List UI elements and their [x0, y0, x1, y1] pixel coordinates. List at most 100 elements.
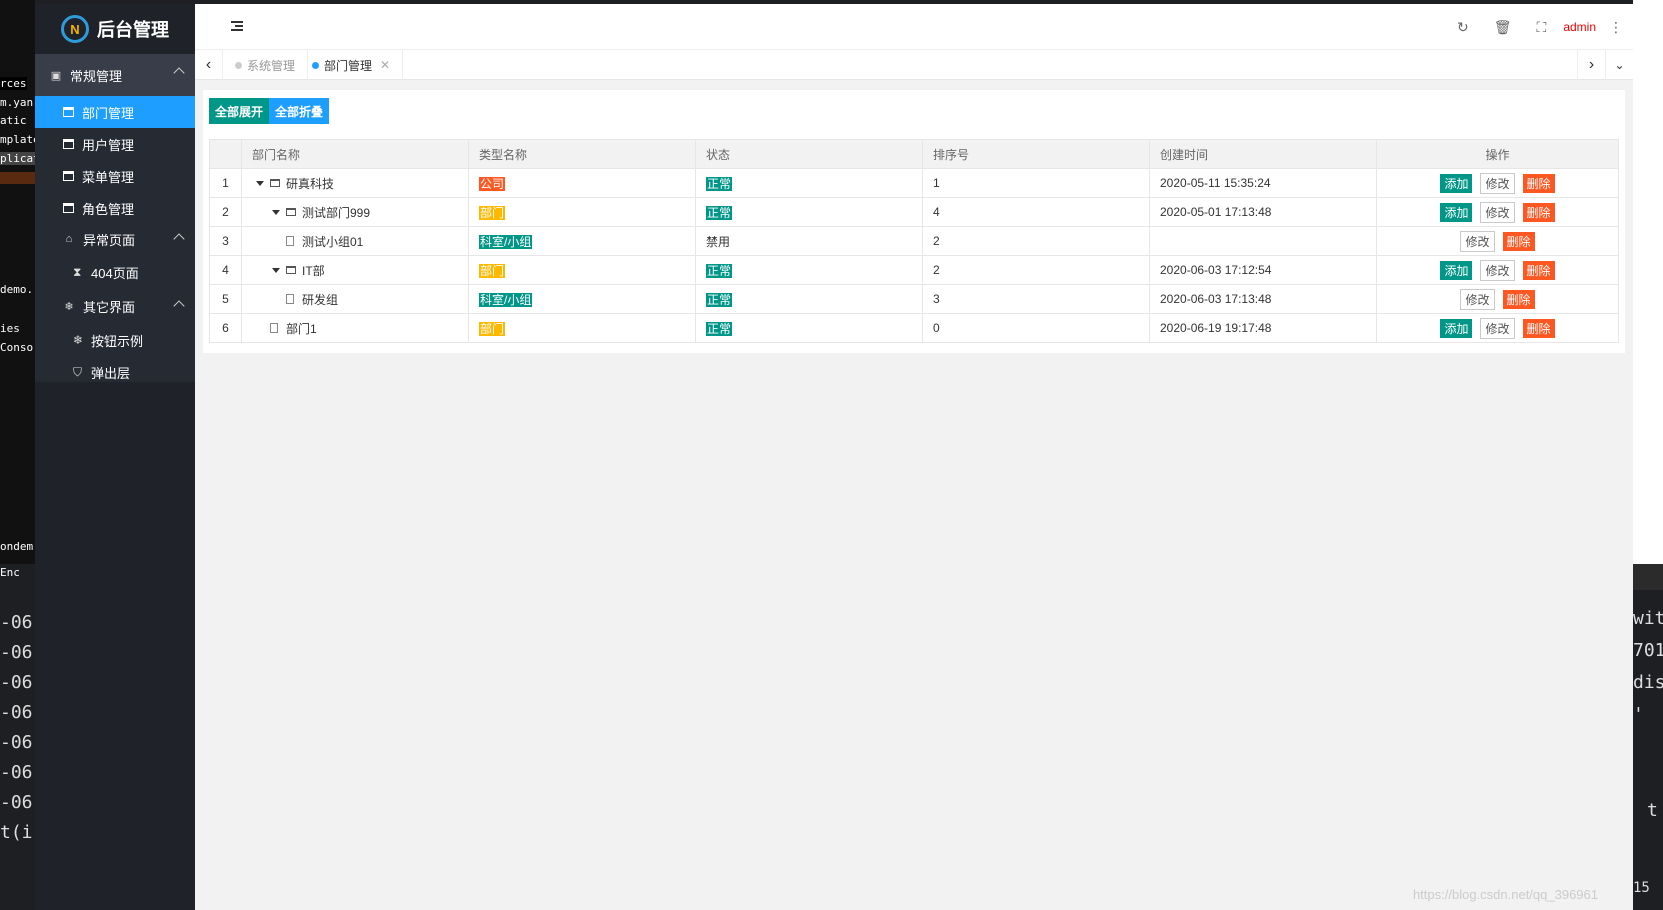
order-cell: 2: [922, 255, 1150, 285]
dept-name-cell: 测试部门999: [241, 197, 469, 227]
sidebar-item-label: 弹出层: [91, 365, 131, 381]
tabs-left-arrow-icon[interactable]: ‹: [195, 50, 223, 80]
edit-button[interactable]: 修改: [1460, 230, 1495, 252]
collapse-all-button[interactable]: 全部折叠: [269, 98, 330, 124]
dept-name-cell: 测试小组01: [241, 226, 469, 256]
file-icon: [286, 294, 294, 304]
logo-mark-icon: N: [61, 15, 89, 43]
menu-group-label: 常规管理: [70, 68, 123, 84]
order-cell: 0: [922, 313, 1150, 343]
chevron-up-icon: [173, 67, 185, 79]
table-row: 2 测试部门999 部门 正常 4 2020-05-01 17:13:48 添加…: [209, 197, 1619, 227]
tabs-dropdown-icon[interactable]: ⌄: [1605, 50, 1633, 80]
sidebar-item-department[interactable]: 部门管理: [35, 96, 195, 128]
caret-down-icon[interactable]: [272, 267, 280, 273]
menu-toggle-icon[interactable]: [231, 21, 243, 31]
edit-button[interactable]: 修改: [1480, 259, 1515, 281]
trash-icon[interactable]: 🗑: [1493, 18, 1512, 35]
type-tag: 部门: [479, 205, 506, 220]
type-tag: 科室/小组: [479, 234, 533, 249]
edit-button[interactable]: 修改: [1480, 172, 1515, 194]
add-button[interactable]: 添加: [1440, 260, 1473, 280]
tab-department-management[interactable]: 部门管理 ✕: [300, 50, 404, 80]
delete-button[interactable]: 删除: [1502, 289, 1535, 309]
delete-button[interactable]: 删除: [1502, 231, 1535, 251]
order-cell: 1: [922, 168, 1150, 198]
type-cell: 部门: [468, 255, 696, 285]
sidebar-item-roles[interactable]: 角色管理: [35, 192, 195, 224]
folder-icon: [270, 179, 280, 187]
status-cell: 正常: [695, 284, 923, 314]
edit-button[interactable]: 修改: [1480, 317, 1515, 339]
window-icon: [63, 139, 74, 149]
background-ide-left: rces m.yan atic mplate plicati demo. ies…: [0, 0, 35, 910]
bg-line: 701: [1633, 640, 1663, 661]
status-tag: 正常: [706, 321, 733, 336]
chevron-up-icon: [173, 233, 185, 245]
menu-group-general[interactable]: ▣ 常规管理: [35, 54, 195, 96]
order-cell: 2: [922, 226, 1150, 256]
sidebar-item-popup[interactable]: ⛉ 弹出层: [35, 358, 195, 386]
bg-line: t: [1647, 800, 1658, 821]
created-cell: 2020-05-01 17:13:48: [1149, 197, 1377, 227]
tab-system-management[interactable]: 系统管理: [223, 50, 309, 80]
tab-label: 部门管理: [324, 58, 373, 73]
add-button[interactable]: 添加: [1440, 318, 1473, 338]
folder-icon: [286, 208, 296, 216]
row-number: 1: [209, 168, 242, 198]
more-vertical-icon[interactable]: ⋮: [1609, 18, 1623, 35]
tab-label: 系统管理: [247, 58, 296, 73]
type-tag: 部门: [479, 263, 506, 278]
tab-dot-icon: [235, 61, 242, 69]
fullscreen-icon[interactable]: ⛶: [1536, 18, 1547, 35]
actions-cell: 添加 修改 删除: [1376, 255, 1619, 285]
type-cell: 公司: [468, 168, 696, 198]
menu-group-error-pages[interactable]: ⌂ 异常页面: [35, 224, 195, 254]
tab-close-icon[interactable]: ✕: [380, 58, 391, 72]
delete-button[interactable]: 删除: [1522, 173, 1555, 193]
admin-user-menu[interactable]: admin: [1563, 20, 1596, 34]
add-button[interactable]: 添加: [1440, 173, 1473, 193]
caret-down-icon[interactable]: [272, 209, 280, 215]
refresh-icon[interactable]: ↻: [1456, 18, 1469, 35]
table-row: 5 研发组 科室/小组 正常 3 2020-06-03 17:13:48 修改删…: [209, 284, 1619, 314]
delete-button[interactable]: 删除: [1522, 202, 1555, 222]
menu-group-label: 其它界面: [83, 299, 136, 315]
bg-line: ': [1633, 704, 1644, 725]
snowflake-icon: ❄: [64, 300, 74, 313]
sidebar-item-menus[interactable]: 菜单管理: [35, 160, 195, 192]
row-number: 6: [209, 313, 242, 343]
expand-all-button[interactable]: 全部展开: [209, 98, 270, 124]
column-header: [209, 139, 242, 169]
bg-line: ondem: [0, 540, 34, 553]
edit-button[interactable]: 修改: [1480, 201, 1515, 223]
delete-button[interactable]: 删除: [1522, 318, 1555, 338]
bg-line: -06: [0, 672, 33, 693]
column-header: 类型名称: [468, 139, 696, 169]
sidebar-item-label: 用户管理: [82, 137, 135, 153]
edit-button[interactable]: 修改: [1460, 288, 1495, 310]
sidebar-item-buttons[interactable]: ❄ 按钮示例: [35, 322, 195, 358]
file-icon: [270, 323, 278, 333]
created-cell: [1149, 226, 1377, 256]
logo[interactable]: N 后台管理: [35, 4, 195, 54]
sidebar-item-users[interactable]: 用户管理: [35, 128, 195, 160]
tabs-right-arrow-icon[interactable]: ›: [1577, 50, 1605, 80]
window-icon: [63, 171, 74, 181]
sidebar-item-404[interactable]: ⧗ 404页面: [35, 254, 195, 290]
dept-name: 测试小组01: [302, 234, 364, 249]
column-header: 创建时间: [1149, 139, 1377, 169]
actions-cell: 修改 删除: [1376, 284, 1619, 314]
caret-down-icon[interactable]: [256, 180, 264, 186]
type-tag: 公司: [479, 176, 506, 191]
bg-line: ies: [0, 322, 20, 335]
actions-cell: 添加 修改 删除: [1376, 197, 1619, 227]
admin-app-window: N 后台管理 ▣ 常规管理 部门管理 用户管理 菜单管理: [35, 4, 1633, 910]
add-button[interactable]: 添加: [1440, 202, 1473, 222]
folder-icon: [286, 266, 296, 274]
menu-group-other[interactable]: ❄ 其它界面: [35, 290, 195, 322]
delete-button[interactable]: 删除: [1522, 260, 1555, 280]
header: ↻ 🗑 ⛶ admin ⋮: [195, 4, 1633, 50]
shield-icon: ⛉: [73, 364, 83, 379]
sidebar-menu: ▣ 常规管理 部门管理 用户管理 菜单管理: [35, 54, 195, 408]
